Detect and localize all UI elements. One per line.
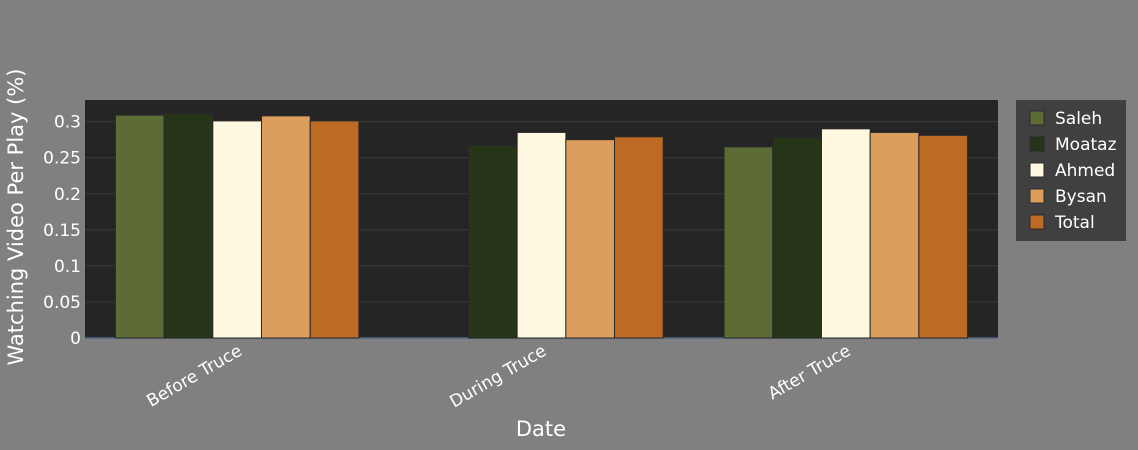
- bar-saleh-2: [723, 146, 774, 339]
- bar-bysan-2: [869, 131, 920, 339]
- y-tick-label: 0.05: [43, 293, 81, 313]
- y-tick-label: 0.2: [54, 185, 81, 205]
- legend-label: Saleh: [1055, 109, 1102, 129]
- bar-ahmed-0: [212, 120, 263, 339]
- bar-saleh-0: [114, 114, 165, 339]
- y-tick-label: 0.25: [43, 149, 81, 169]
- x-tick-label: Before Truce: [143, 341, 245, 412]
- y-tick-label: 0.1: [54, 257, 81, 277]
- bar-total-1: [614, 136, 664, 339]
- legend-swatch-moataz: [1029, 136, 1045, 152]
- x-tick-label: During Truce: [446, 341, 550, 412]
- legend-label: Total: [1054, 213, 1095, 233]
- y-tick-label: 0: [70, 329, 81, 349]
- bar-moataz-1: [467, 144, 518, 339]
- bar-total-0: [309, 120, 360, 339]
- bar-ahmed-2: [820, 128, 871, 339]
- legend-swatch-total: [1029, 214, 1045, 230]
- bar-moataz-2: [772, 137, 822, 339]
- legend-swatch-bysan: [1029, 188, 1045, 204]
- y-tick-label: 0.15: [43, 221, 81, 241]
- bar-moataz-0: [163, 113, 214, 339]
- legend-label: Moataz: [1055, 135, 1117, 155]
- bar-ahmed-1: [516, 131, 567, 339]
- y-axis-title: Watching Video Per Play (%): [4, 69, 28, 366]
- legend-label: Bysan: [1055, 187, 1107, 207]
- legend-swatch-saleh: [1029, 110, 1045, 126]
- legend-label: Ahmed: [1055, 161, 1115, 181]
- y-axis-ticks: 0 0.05 0.1 0.15 0.2 0.25 0.3: [43, 113, 81, 349]
- x-axis-ticks: Before Truce During Truce After Truce: [143, 341, 854, 412]
- x-axis-title: Date: [516, 417, 566, 441]
- x-tick-label: After Truce: [765, 341, 854, 404]
- bar-bysan-1: [565, 139, 616, 339]
- legend: Saleh Moataz Ahmed Bysan Total: [1016, 100, 1126, 241]
- legend-swatch-ahmed: [1029, 162, 1045, 178]
- y-tick-label: 0.3: [54, 113, 81, 133]
- bar-total-2: [918, 134, 969, 339]
- bars: [114, 113, 969, 339]
- bar-bysan-0: [261, 115, 311, 339]
